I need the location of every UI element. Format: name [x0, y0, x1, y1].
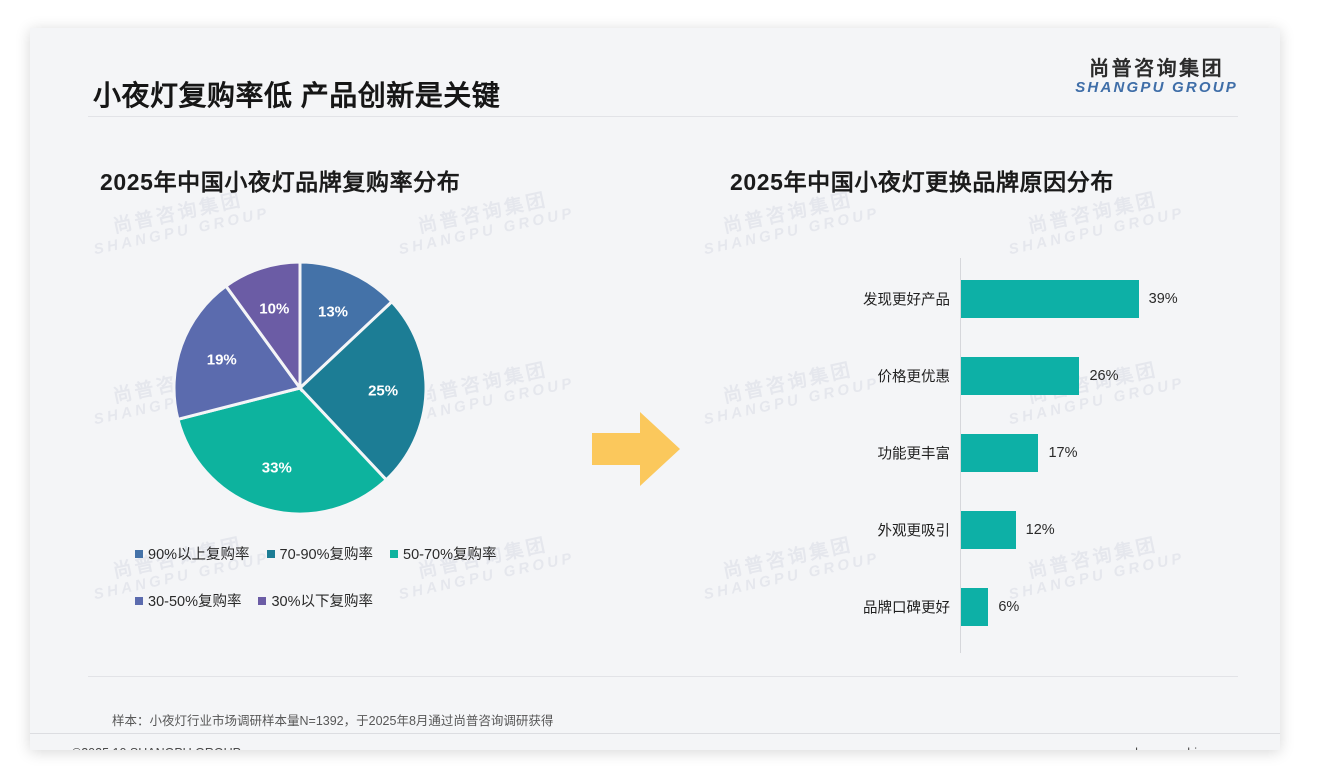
pie-chart: 13% 25% 33% 19% 10%	[170, 258, 430, 518]
bar-fill[interactable]	[961, 434, 1039, 472]
website-link[interactable]: www.shangpu-china.com	[1099, 746, 1238, 750]
slide-canvas: 尚普咨询集团 SHANGPU GROUP 尚普咨询集团 SHANGPU GROU…	[30, 28, 1280, 750]
bar-fill[interactable]	[961, 511, 1016, 549]
legend-row: 90%以上复购率 70-90%复购率 50-70%复购率	[135, 543, 605, 564]
logo-cn-text: 尚普咨询集团	[1089, 58, 1225, 80]
pie-slice	[297, 299, 428, 482]
bar-category-label: 发现更好产品	[863, 292, 950, 309]
bar-category-label: 功能更丰富	[877, 446, 951, 463]
legend-swatch-icon	[266, 549, 275, 558]
logo-en-text: SHANGPU GROUP	[1075, 79, 1238, 97]
bar-value-label: 39%	[1148, 291, 1178, 307]
bar-value-label: 26%	[1089, 368, 1119, 384]
pie-chart-panel: 2025年中国小夜灯品牌复购率分布 13% 25% 33% 19% 10% 90%以上复…	[100, 163, 630, 683]
legend-row: 30-50%复购率 30%以下复购率	[135, 590, 605, 611]
legend-swatch-icon	[390, 549, 399, 558]
right-arrow-icon	[588, 406, 684, 492]
page-title: 小夜灯复购率低 产品创新是关键	[93, 80, 501, 111]
bar-category-label: 品牌口碑更好	[863, 600, 950, 617]
slide-footer: ©2025.10 SHANGPU GROUP www.shangpu-china…	[30, 734, 1280, 750]
bar-row: 品牌口碑更好 6%	[730, 588, 1250, 626]
pie-slice-label: 33%	[261, 459, 292, 477]
pie-slice-label: 19%	[206, 351, 237, 369]
pie-slice	[223, 260, 302, 393]
legend-swatch-icon	[258, 596, 267, 605]
legend-label: 70-90%复购率	[279, 547, 374, 563]
bar-row: 功能更丰富 17%	[730, 434, 1250, 472]
pie-slice	[176, 386, 389, 516]
slide-header: 小夜灯复购率低 产品创新是关键 尚普咨询集团 SHANGPU GROUP	[30, 28, 1280, 111]
legend-label: 30-50%复购率	[148, 594, 242, 610]
legend-label: 90%以上复购率	[148, 547, 250, 563]
footnote-text: 样本：小夜灯行业市场调研样本量N=1392，于2025年8月通过尚普咨询调研获得	[112, 714, 554, 728]
bar-chart: 发现更好产品 39% 价格更优惠 26% 功能更丰富 17% 外观更吸引 12% 品牌口碑更好 6…	[730, 258, 1250, 678]
bar-chart-title: 2025年中国小夜灯更换品牌原因分布	[730, 169, 1114, 195]
legend-item[interactable]: 90%以上复购率	[135, 543, 250, 564]
bar-value-label: 17%	[1048, 445, 1078, 461]
legend-item[interactable]: 30%以下复购率	[258, 590, 373, 611]
bar-row: 外观更吸引 12%	[730, 511, 1250, 549]
pie-slice-label: 13%	[318, 303, 349, 321]
bar-category-label: 外观更吸引	[877, 523, 951, 540]
title-divider	[88, 116, 1238, 117]
footnote-divider	[88, 676, 1238, 677]
bar-row: 发现更好产品 39%	[730, 280, 1250, 318]
legend-item[interactable]: 50-70%复购率	[390, 543, 497, 564]
pie-slice-label: 25%	[368, 382, 399, 400]
pie-svg	[172, 260, 428, 516]
legend-label: 30%以下复购率	[271, 594, 374, 610]
bar-category-label: 价格更优惠	[877, 369, 951, 386]
pie-slice-label: 10%	[259, 300, 290, 318]
bar-chart-panel: 2025年中国小夜灯更换品牌原因分布 发现更好产品 39% 价格更优惠 26% 功能更丰…	[730, 163, 1250, 683]
pie-slice	[298, 260, 394, 392]
arrow-shape	[592, 412, 680, 486]
bar-fill[interactable]	[961, 588, 989, 626]
legend-swatch-icon	[135, 549, 143, 558]
bar-fill[interactable]	[961, 357, 1080, 395]
copyright-text: ©2025.10 SHANGPU GROUP	[72, 746, 241, 750]
bar-chart-axis	[960, 258, 961, 653]
legend-swatch-icon	[135, 596, 143, 605]
legend-item[interactable]: 30-50%复购率	[135, 590, 241, 611]
pie-slice	[172, 283, 303, 422]
legend-item[interactable]: 70-90%复购率	[266, 543, 374, 564]
bar-row: 价格更优惠 26%	[730, 357, 1250, 395]
bar-fill[interactable]	[961, 280, 1139, 318]
footer-divider	[30, 733, 1280, 734]
pie-chart-title: 2025年中国小夜灯品牌复购率分布	[100, 169, 461, 195]
legend-label: 50-70%复购率	[403, 547, 497, 563]
bar-value-label: 12%	[1025, 522, 1055, 538]
brand-logo: 尚普咨询集团 SHANGPU GROUP	[1075, 58, 1238, 97]
bar-value-label: 6%	[998, 599, 1020, 615]
pie-legend: 90%以上复购率 70-90%复购率 50-70%复购率 30-50%复购率 30%以下…	[135, 543, 605, 637]
